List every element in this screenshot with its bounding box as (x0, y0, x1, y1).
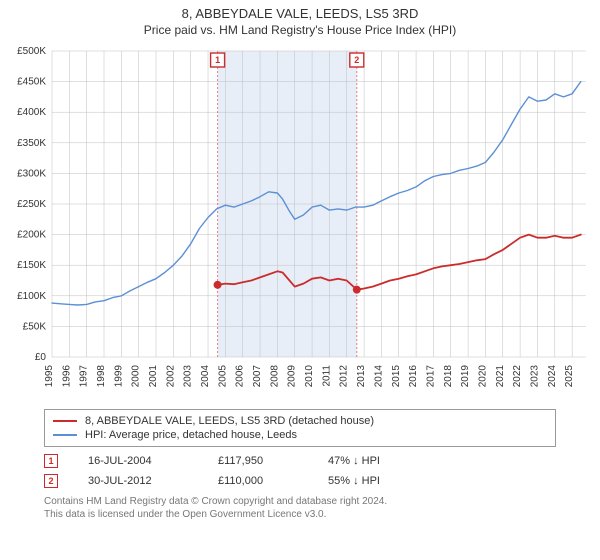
x-axis-label: 2010 (304, 365, 315, 388)
sales-table: 1 16-JUL-2004 £117,950 47% ↓ HPI 2 30-JUL-201… (44, 451, 556, 491)
legend-swatch (53, 434, 77, 436)
x-axis-label: 2020 (477, 365, 488, 388)
sale-marker-number: 2 (354, 55, 359, 65)
chart-subtitle: Price paid vs. HM Land Registry's House … (4, 23, 596, 43)
sale-row: 1 16-JUL-2004 £117,950 47% ↓ HPI (44, 451, 556, 471)
chart-area: £0 £50K £100K £150K £200K £250K £300K £350K £400… (4, 43, 596, 403)
y-axis-label: £500K (17, 46, 46, 57)
x-axis-label: 2005 (217, 365, 228, 388)
attribution: Contains HM Land Registry data © Crown c… (44, 495, 556, 521)
sale-date: 30-JUL-2012 (88, 475, 188, 487)
y-axis-label: £300K (17, 168, 46, 179)
sale-marker-dot (353, 286, 361, 294)
sale-row: 2 30-JUL-2012 £110,000 55% ↓ HPI (44, 471, 556, 491)
x-axis-label: 2019 (460, 365, 471, 388)
y-axis-label: £50K (23, 321, 47, 332)
x-axis-label: 2014 (373, 365, 384, 388)
x-axis-label: 2007 (252, 365, 263, 388)
x-axis-label: 2011 (321, 365, 332, 387)
x-axis-label: 2024 (547, 365, 558, 388)
x-axis-label: 2003 (183, 365, 194, 388)
x-axis-label: 2015 (391, 365, 402, 388)
x-axis-label: 2018 (443, 365, 454, 388)
x-axis-label: 2002 (165, 365, 176, 388)
legend-item: HPI: Average price, detached house, Leed… (53, 428, 547, 442)
y-axis-label: £0 (35, 352, 47, 363)
sale-marker-icon: 2 (44, 474, 58, 488)
chart-title: 8, ABBEYDALE VALE, LEEDS, LS5 3RD (4, 4, 596, 23)
sale-price: £110,000 (218, 475, 298, 487)
x-axis-label: 2022 (512, 365, 523, 388)
y-axis-label: £450K (17, 77, 46, 88)
y-axis-label: £400K (17, 107, 46, 118)
x-axis-label: 2021 (495, 365, 506, 388)
sale-marker-number: 1 (215, 55, 220, 65)
y-axis-label: £150K (17, 260, 46, 271)
x-axis-label: 1997 (79, 365, 90, 388)
x-axis-label: 2025 (564, 365, 575, 388)
attribution-line: This data is licensed under the Open Gov… (44, 508, 556, 521)
x-axis-label: 2009 (287, 365, 298, 388)
x-axis-label: 2016 (408, 365, 419, 388)
y-axis-label: £200K (17, 230, 46, 241)
legend-item: 8, ABBEYDALE VALE, LEEDS, LS5 3RD (detac… (53, 414, 547, 428)
y-axis-label: £350K (17, 138, 46, 149)
x-axis-label: 2000 (131, 365, 142, 388)
legend-label: 8, ABBEYDALE VALE, LEEDS, LS5 3RD (detac… (85, 415, 374, 427)
legend-swatch (53, 420, 77, 422)
x-axis-label: 1998 (96, 365, 107, 388)
x-axis-label: 2004 (200, 365, 211, 388)
sale-diff: 47% ↓ HPI (328, 455, 408, 467)
legend-label: HPI: Average price, detached house, Leed… (85, 429, 297, 441)
x-axis-label: 1999 (113, 365, 124, 388)
x-axis-label: 2008 (269, 365, 280, 388)
x-axis-label: 2017 (425, 365, 436, 388)
sale-date: 16-JUL-2004 (88, 455, 188, 467)
attribution-line: Contains HM Land Registry data © Crown c… (44, 495, 556, 508)
y-axis-label: £250K (17, 199, 46, 210)
y-axis-label: £100K (17, 291, 46, 302)
x-axis-label: 2001 (148, 365, 159, 388)
x-axis-label: 2006 (235, 365, 246, 388)
sale-diff: 55% ↓ HPI (328, 475, 408, 487)
chart-container: 8, ABBEYDALE VALE, LEEDS, LS5 3RD Price … (0, 0, 600, 560)
legend: 8, ABBEYDALE VALE, LEEDS, LS5 3RD (detac… (44, 409, 556, 447)
sale-marker-dot (214, 281, 222, 289)
x-axis-label: 2013 (356, 365, 367, 388)
sale-marker-icon: 1 (44, 454, 58, 468)
x-axis-label: 1995 (44, 365, 55, 388)
line-chart-svg: £0 £50K £100K £150K £200K £250K £300K £350K £400… (4, 43, 596, 403)
x-axis-label: 2012 (339, 365, 350, 388)
x-axis-label: 1996 (61, 365, 72, 388)
x-axis-label: 2023 (529, 365, 540, 388)
sale-price: £117,950 (218, 455, 298, 467)
